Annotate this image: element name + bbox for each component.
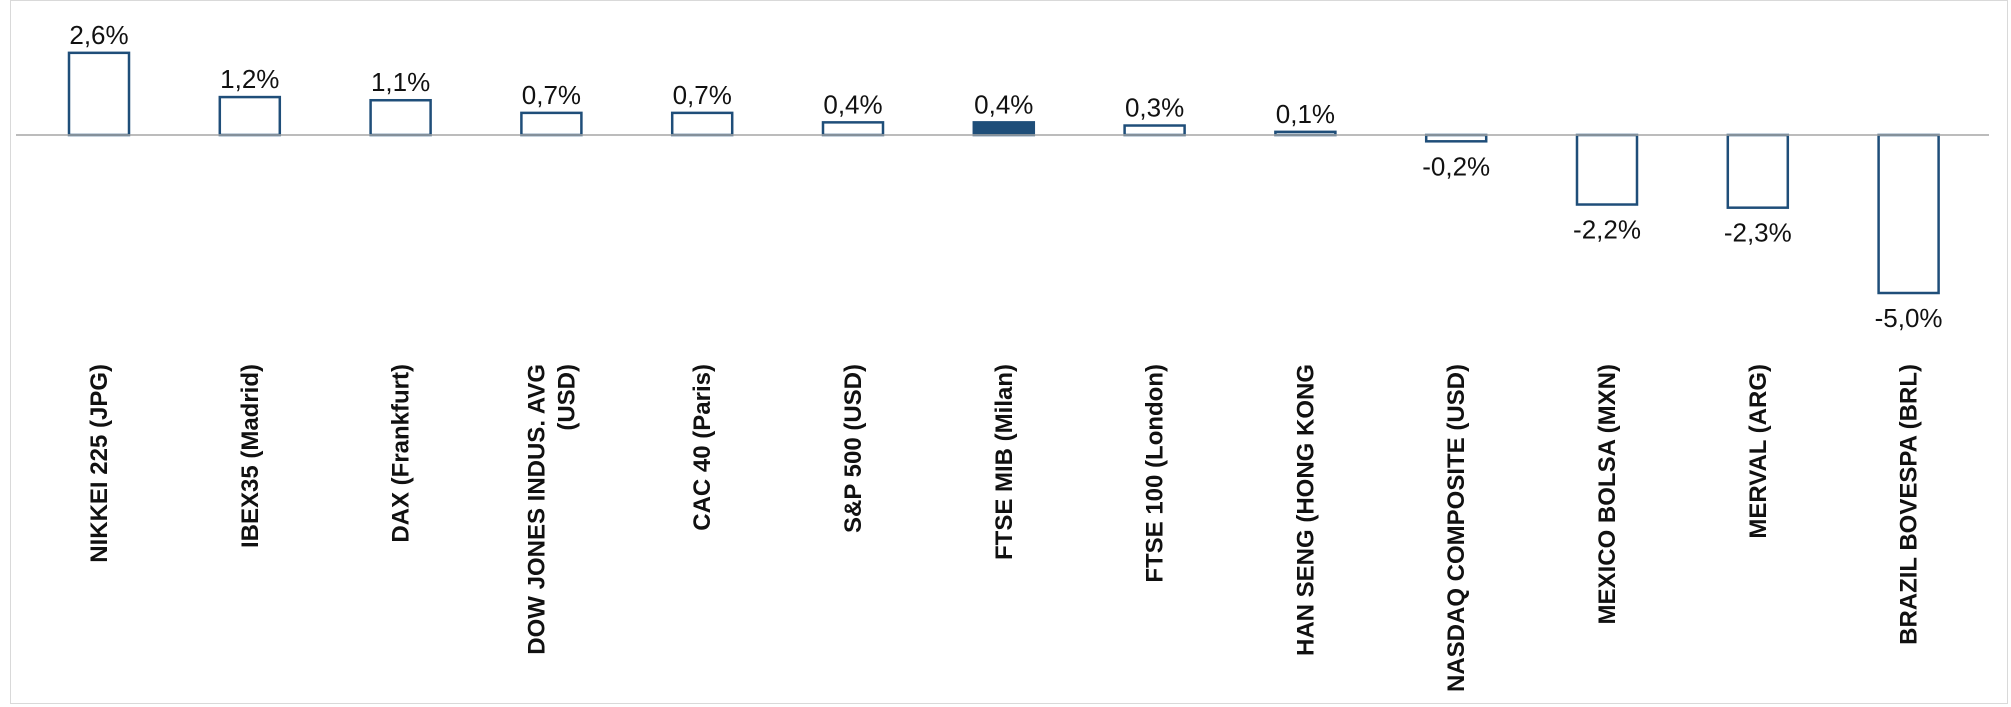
tick-label-brazil-bovespa-brl: BRAZIL BOVESPA (BRL) (1896, 364, 1923, 645)
data-label-ftse-mib-milan: 0,4% (974, 89, 1033, 119)
tick-label-ibex35-madrid: IBEX35 (Madrid) (237, 364, 264, 548)
data-label-s-p-500-usd: 0,4% (823, 89, 882, 119)
bar-cac-40-paris (670, 111, 734, 137)
data-label-dow-jones-indus-avg-usd: 0,7% (522, 80, 581, 110)
category-labels-layer: NIKKEI 225 (JPG) IBEX35 (Madrid) DAX (Fran… (86, 364, 1923, 692)
tick-label-line: CAC 40 (Paris) (689, 364, 716, 531)
data-label-brazil-bovespa-brl: -5,0% (1875, 303, 1943, 333)
tick-label-line: NASDAQ COMPOSITE (USD) (1443, 364, 1470, 692)
bar-nasdaq-composite-usd (1424, 133, 1488, 143)
tick-label-line: IBEX35 (Madrid) (237, 364, 264, 548)
tick-label-line: MERVAL (ARG) (1745, 364, 1772, 539)
data-label-merval-arg: -2,3% (1724, 218, 1792, 248)
tick-label-ftse-mib-milan: FTSE MIB (Milan) (991, 364, 1018, 560)
bar-chart: 2,6% 1,2% 1,1% 0,7% 0,7% 0,4% 0,4% 0,3% 0,1% -0,2… (16, 20, 1989, 692)
bar-nikkei-225-jpg (67, 51, 131, 137)
bar-dow-jones-indus-avg-usd (520, 111, 583, 137)
bar-s-p-500-usd (821, 121, 885, 137)
data-label-cac-40-paris: 0,7% (673, 80, 732, 110)
bar-ftse-mib-milan (972, 121, 1036, 137)
data-label-nasdaq-composite-usd: -0,2% (1422, 151, 1490, 181)
data-label-han-seng-hong-kong: 0,1% (1276, 99, 1335, 129)
tick-label-cac-40-paris: CAC 40 (Paris) (689, 364, 716, 531)
data-labels-layer: 2,6% 1,2% 1,1% 0,7% 0,7% 0,4% 0,4% 0,3% 0,1% -0,2… (69, 20, 1942, 333)
tick-label-han-seng-hong-kong: HAN SENG (HONG KONG (1292, 364, 1319, 656)
tick-label-line: BRAZIL BOVESPA (BRL) (1896, 364, 1923, 645)
tick-label-line: HAN SENG (HONG KONG (1292, 364, 1319, 656)
tick-label-line: NIKKEI 225 (JPG) (86, 364, 113, 563)
tick-label-nikkei-225-jpg: NIKKEI 225 (JPG) (86, 364, 113, 563)
tick-label-mexico-bolsa-mxn: MEXICO BOLSA (MXN) (1594, 364, 1621, 624)
tick-label-line: FTSE MIB (Milan) (991, 364, 1018, 560)
bar-ibex35-madrid (218, 95, 282, 137)
tick-label-merval-arg: MERVAL (ARG) (1745, 364, 1772, 539)
tick-label-s-p-500-usd: S&P 500 (USD) (840, 364, 867, 533)
tick-label-dax-frankfurt: DAX (Frankfurt) (388, 364, 415, 543)
tick-label-line: FTSE 100 (London) (1142, 364, 1169, 583)
data-label-nikkei-225-jpg: 2,6% (69, 20, 128, 50)
data-label-ftse-100-london: 0,3% (1125, 93, 1184, 123)
bar-dax-frankfurt (369, 98, 432, 137)
bar-merval-arg (1726, 133, 1790, 209)
tick-label-line: DAX (Frankfurt) (388, 364, 415, 543)
data-label-mexico-bolsa-mxn: -2,2% (1573, 215, 1641, 245)
bars-layer (67, 51, 1940, 295)
tick-label-dow-jones-indus-avg-usd: DOW JONES INDUS. AVG (USD) (523, 364, 580, 655)
bar-ftse-100-london (1123, 124, 1186, 137)
data-label-dax-frankfurt: 1,1% (371, 67, 430, 97)
bar-mexico-bolsa-mxn (1575, 133, 1639, 206)
tick-label-line: DOW JONES INDUS. AVG (523, 364, 550, 655)
data-label-ibex35-madrid: 1,2% (220, 64, 279, 94)
tick-label-line: MEXICO BOLSA (MXN) (1594, 364, 1621, 624)
chart-frame: 2,6% 1,2% 1,1% 0,7% 0,7% 0,4% 0,4% 0,3% 0,1% -0,2… (10, 0, 2008, 704)
tick-label-ftse-100-london: FTSE 100 (London) (1142, 364, 1169, 583)
tick-label-nasdaq-composite-usd: NASDAQ COMPOSITE (USD) (1443, 364, 1470, 692)
tick-label-line: (USD) (553, 364, 580, 431)
tick-label-line: S&P 500 (USD) (840, 364, 867, 533)
bar-brazil-bovespa-brl (1877, 133, 1940, 295)
